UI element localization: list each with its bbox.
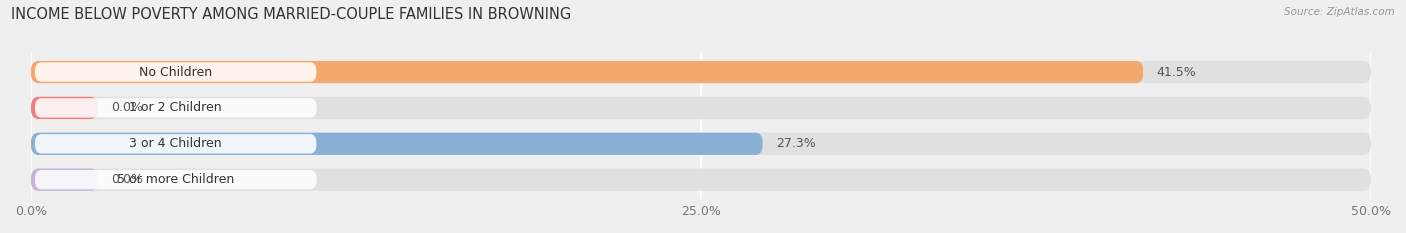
Text: 0.0%: 0.0%: [111, 173, 143, 186]
FancyBboxPatch shape: [35, 62, 316, 82]
FancyBboxPatch shape: [31, 97, 98, 119]
FancyBboxPatch shape: [31, 61, 1143, 83]
FancyBboxPatch shape: [31, 133, 762, 155]
FancyBboxPatch shape: [31, 169, 1371, 191]
Text: 27.3%: 27.3%: [776, 137, 815, 150]
Text: 1 or 2 Children: 1 or 2 Children: [129, 101, 222, 114]
Text: Source: ZipAtlas.com: Source: ZipAtlas.com: [1284, 7, 1395, 17]
Text: 0.0%: 0.0%: [111, 101, 143, 114]
FancyBboxPatch shape: [35, 134, 316, 154]
Text: No Children: No Children: [139, 65, 212, 79]
FancyBboxPatch shape: [35, 170, 316, 189]
FancyBboxPatch shape: [35, 98, 316, 118]
FancyBboxPatch shape: [31, 97, 1371, 119]
FancyBboxPatch shape: [31, 133, 1371, 155]
FancyBboxPatch shape: [31, 169, 98, 191]
Text: 3 or 4 Children: 3 or 4 Children: [129, 137, 222, 150]
FancyBboxPatch shape: [31, 61, 1371, 83]
Text: 41.5%: 41.5%: [1157, 65, 1197, 79]
Text: 5 or more Children: 5 or more Children: [117, 173, 235, 186]
Text: INCOME BELOW POVERTY AMONG MARRIED-COUPLE FAMILIES IN BROWNING: INCOME BELOW POVERTY AMONG MARRIED-COUPL…: [11, 7, 571, 22]
